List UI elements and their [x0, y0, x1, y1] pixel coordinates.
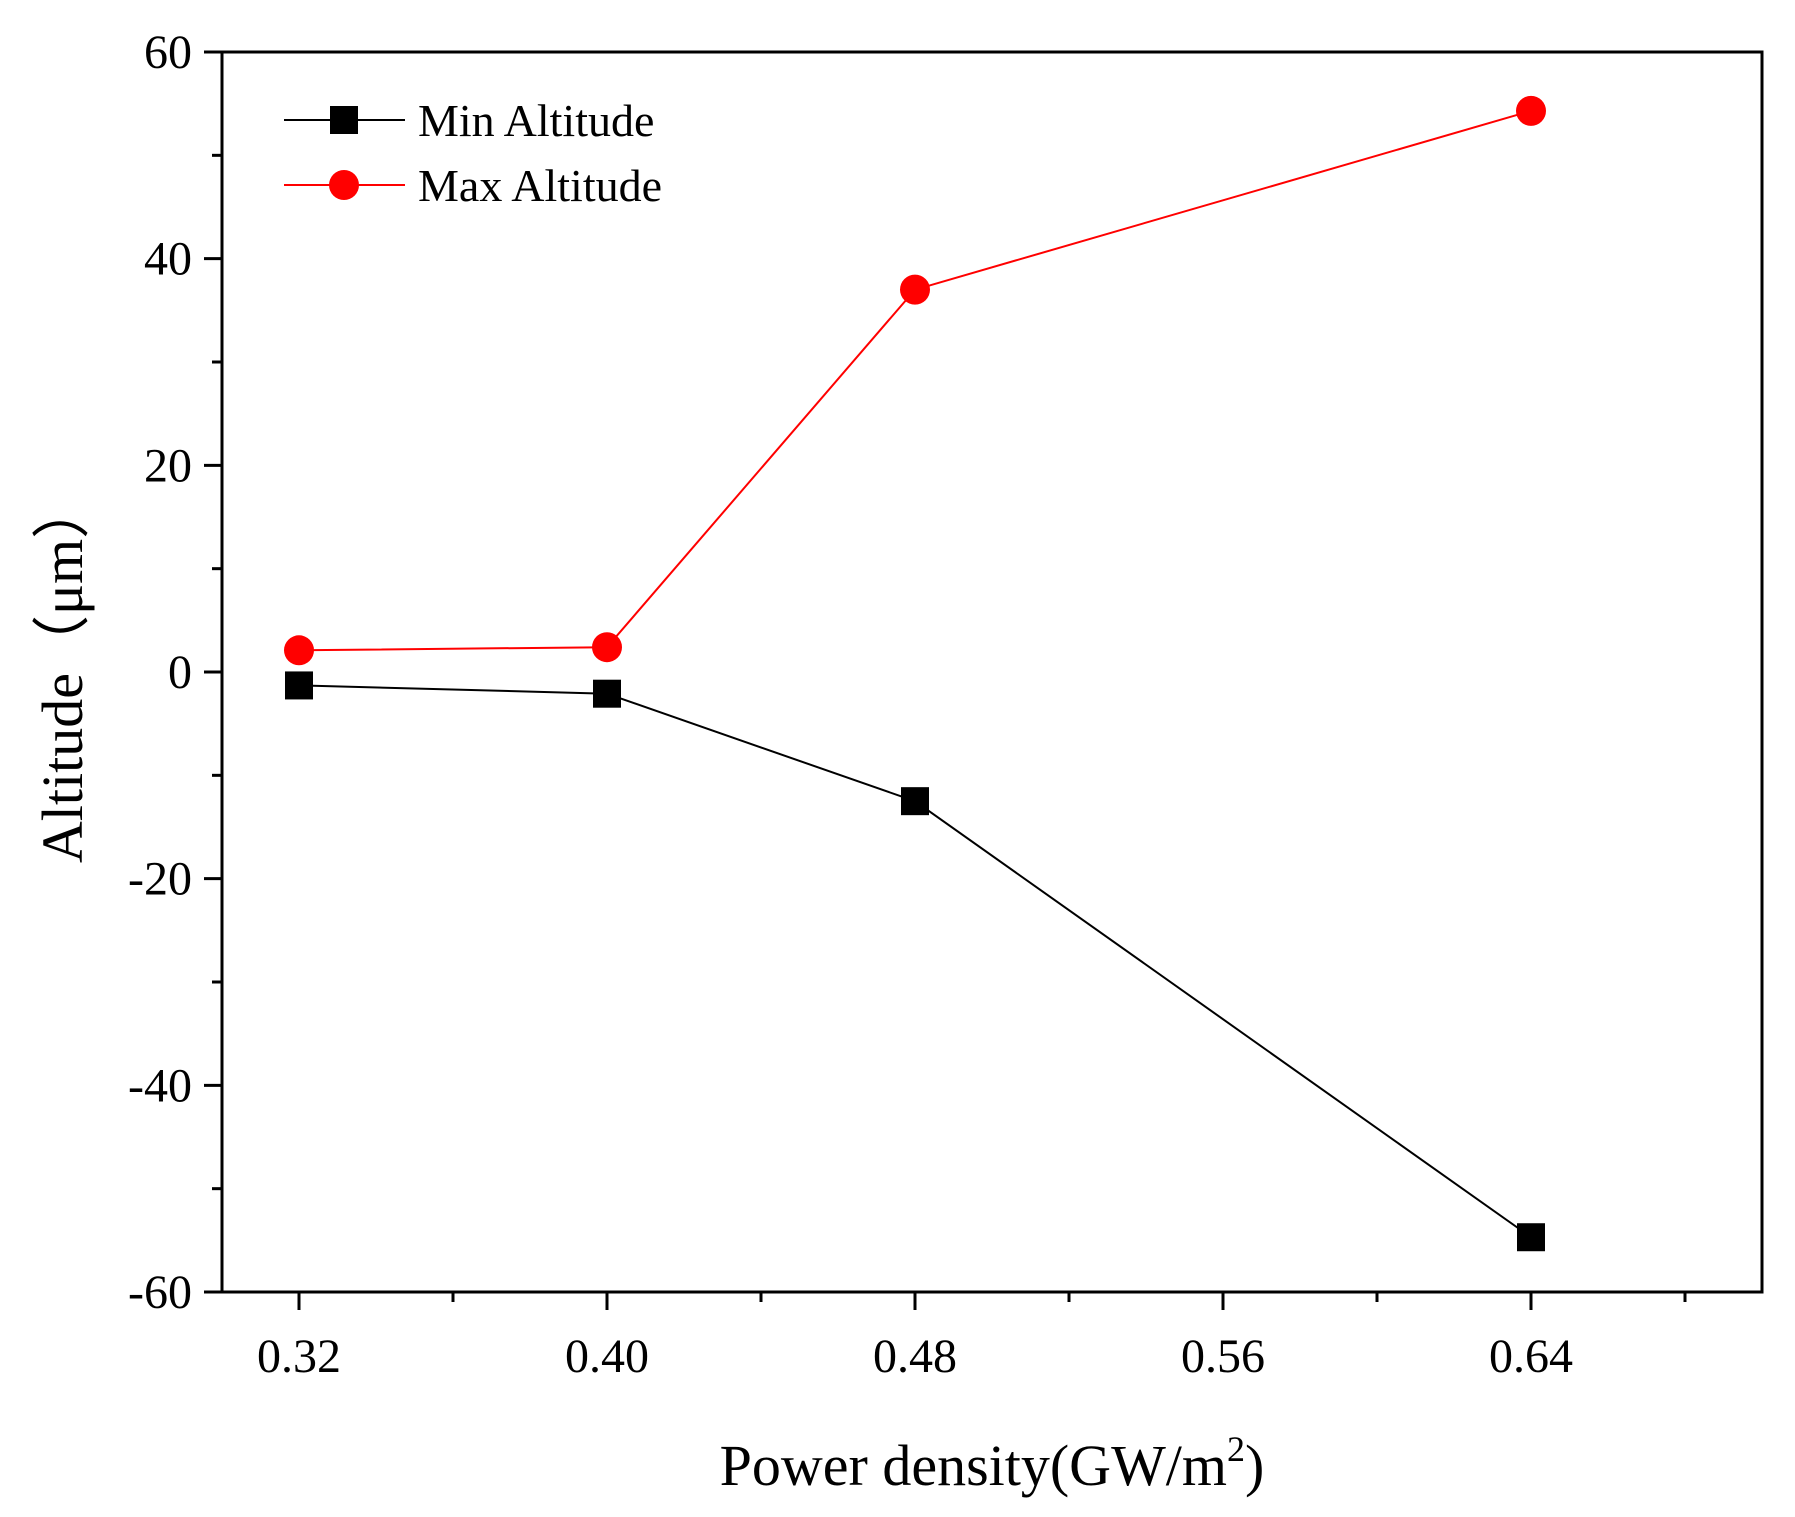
axis-ticks: 0.32 0.40 0.48 0.56 0.64 -60 -40 -20 0 20 40 60: [128, 26, 1687, 1383]
max-altitude-point: [592, 632, 622, 663]
y-tick-label: 20: [144, 439, 192, 492]
x-tick-label: 0.48: [873, 1330, 957, 1383]
min-altitude-point: [285, 671, 313, 700]
legend: Min Altitude Max Altitude: [284, 95, 662, 211]
x-tick-label: 0.64: [1489, 1330, 1573, 1383]
y-tick-label: 60: [144, 26, 192, 79]
y-tick-label: -60: [128, 1266, 192, 1319]
y-tick-label: -40: [128, 1059, 192, 1112]
min-altitude-point: [593, 679, 621, 708]
x-axis-title: Power density(GW/m2): [720, 1429, 1265, 1498]
x-tick-label: 0.32: [257, 1330, 341, 1383]
max-altitude-point: [1516, 95, 1546, 126]
y-tick-label: 40: [144, 233, 192, 286]
min-altitude-line: [298, 684, 1532, 1239]
y-axis-title: Altitude（μm）: [30, 481, 95, 863]
series-layer: [284, 95, 1546, 1252]
y-tick-label: 0: [168, 646, 192, 699]
legend-min-altitude-label: Min Altitude: [418, 95, 654, 146]
min-altitude-point: [1517, 1223, 1545, 1252]
min-altitude-point: [901, 787, 929, 816]
x-tick-label: 0.56: [1181, 1330, 1265, 1383]
legend-min-altitude-marker: [330, 106, 358, 134]
y-tick-label: -20: [128, 853, 192, 906]
legend-max-altitude-marker: [329, 170, 359, 200]
max-altitude-point: [900, 274, 930, 305]
max-altitude-line: [298, 109, 1532, 652]
plot-frame: [220, 50, 1764, 1294]
max-altitude-point: [284, 635, 314, 666]
legend-max-altitude-label: Max Altitude: [418, 160, 662, 211]
x-tick-label: 0.40: [565, 1330, 649, 1383]
